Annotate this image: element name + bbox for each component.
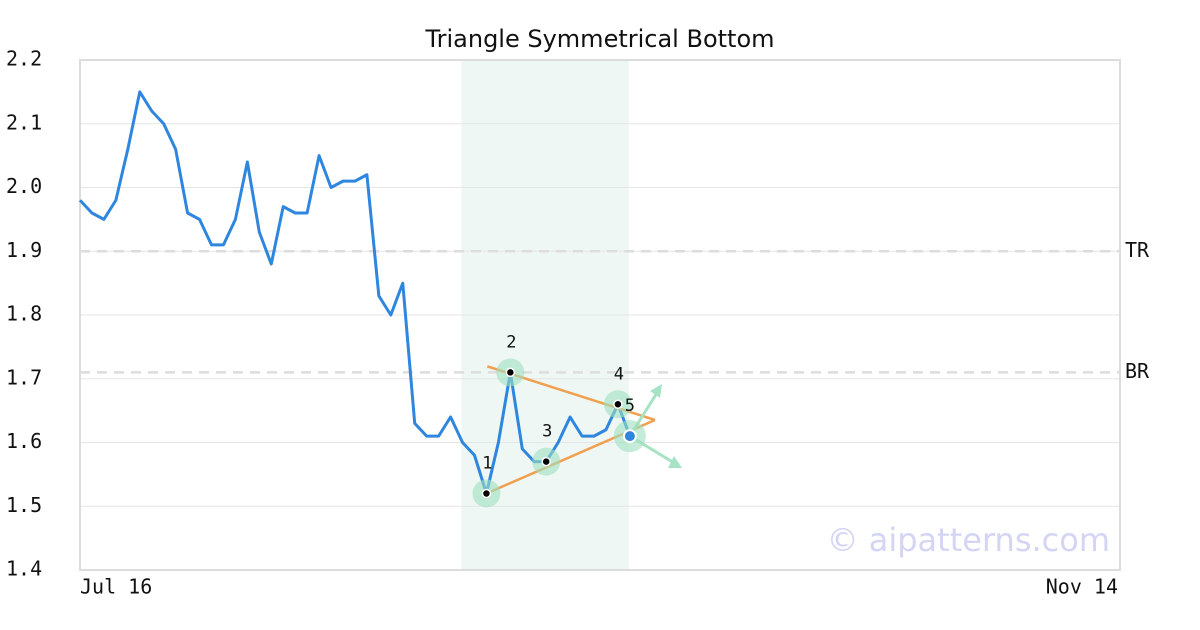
y-tick-label: 1.8 <box>6 302 42 326</box>
point-label: 1 <box>482 454 492 474</box>
y-tick-label: 1.6 <box>6 429 42 453</box>
arrow-down-head <box>668 456 682 468</box>
level-label: BR <box>1125 359 1150 383</box>
y-tick-label: 1.9 <box>6 238 42 262</box>
y-tick-label: 1.7 <box>6 365 42 389</box>
arrow-up-head <box>650 384 662 398</box>
y-tick-label: 2.1 <box>6 110 42 134</box>
x-tick-label: Nov 14 <box>1046 575 1118 599</box>
y-tick-label: 1.4 <box>6 557 42 581</box>
x-tick-label: Jul 16 <box>80 575 152 599</box>
pattern-point <box>505 367 516 378</box>
pattern-point <box>622 429 637 444</box>
watermark: © aipatterns.com <box>827 521 1110 559</box>
point-label: 2 <box>506 332 516 352</box>
pattern-point <box>613 399 623 409</box>
level-label: TR <box>1125 238 1150 262</box>
y-tick-label: 2.0 <box>6 174 42 198</box>
y-tick-label: 1.5 <box>6 493 42 517</box>
y-tick-label: 2.2 <box>6 47 42 71</box>
point-label: 4 <box>614 364 624 384</box>
point-label: 3 <box>542 422 552 442</box>
pattern-point <box>481 488 492 499</box>
pattern-point <box>541 456 551 467</box>
point-label: 5 <box>625 396 635 416</box>
chart-title: Triangle Symmetrical Bottom <box>424 25 774 53</box>
plot-border <box>79 59 1121 571</box>
